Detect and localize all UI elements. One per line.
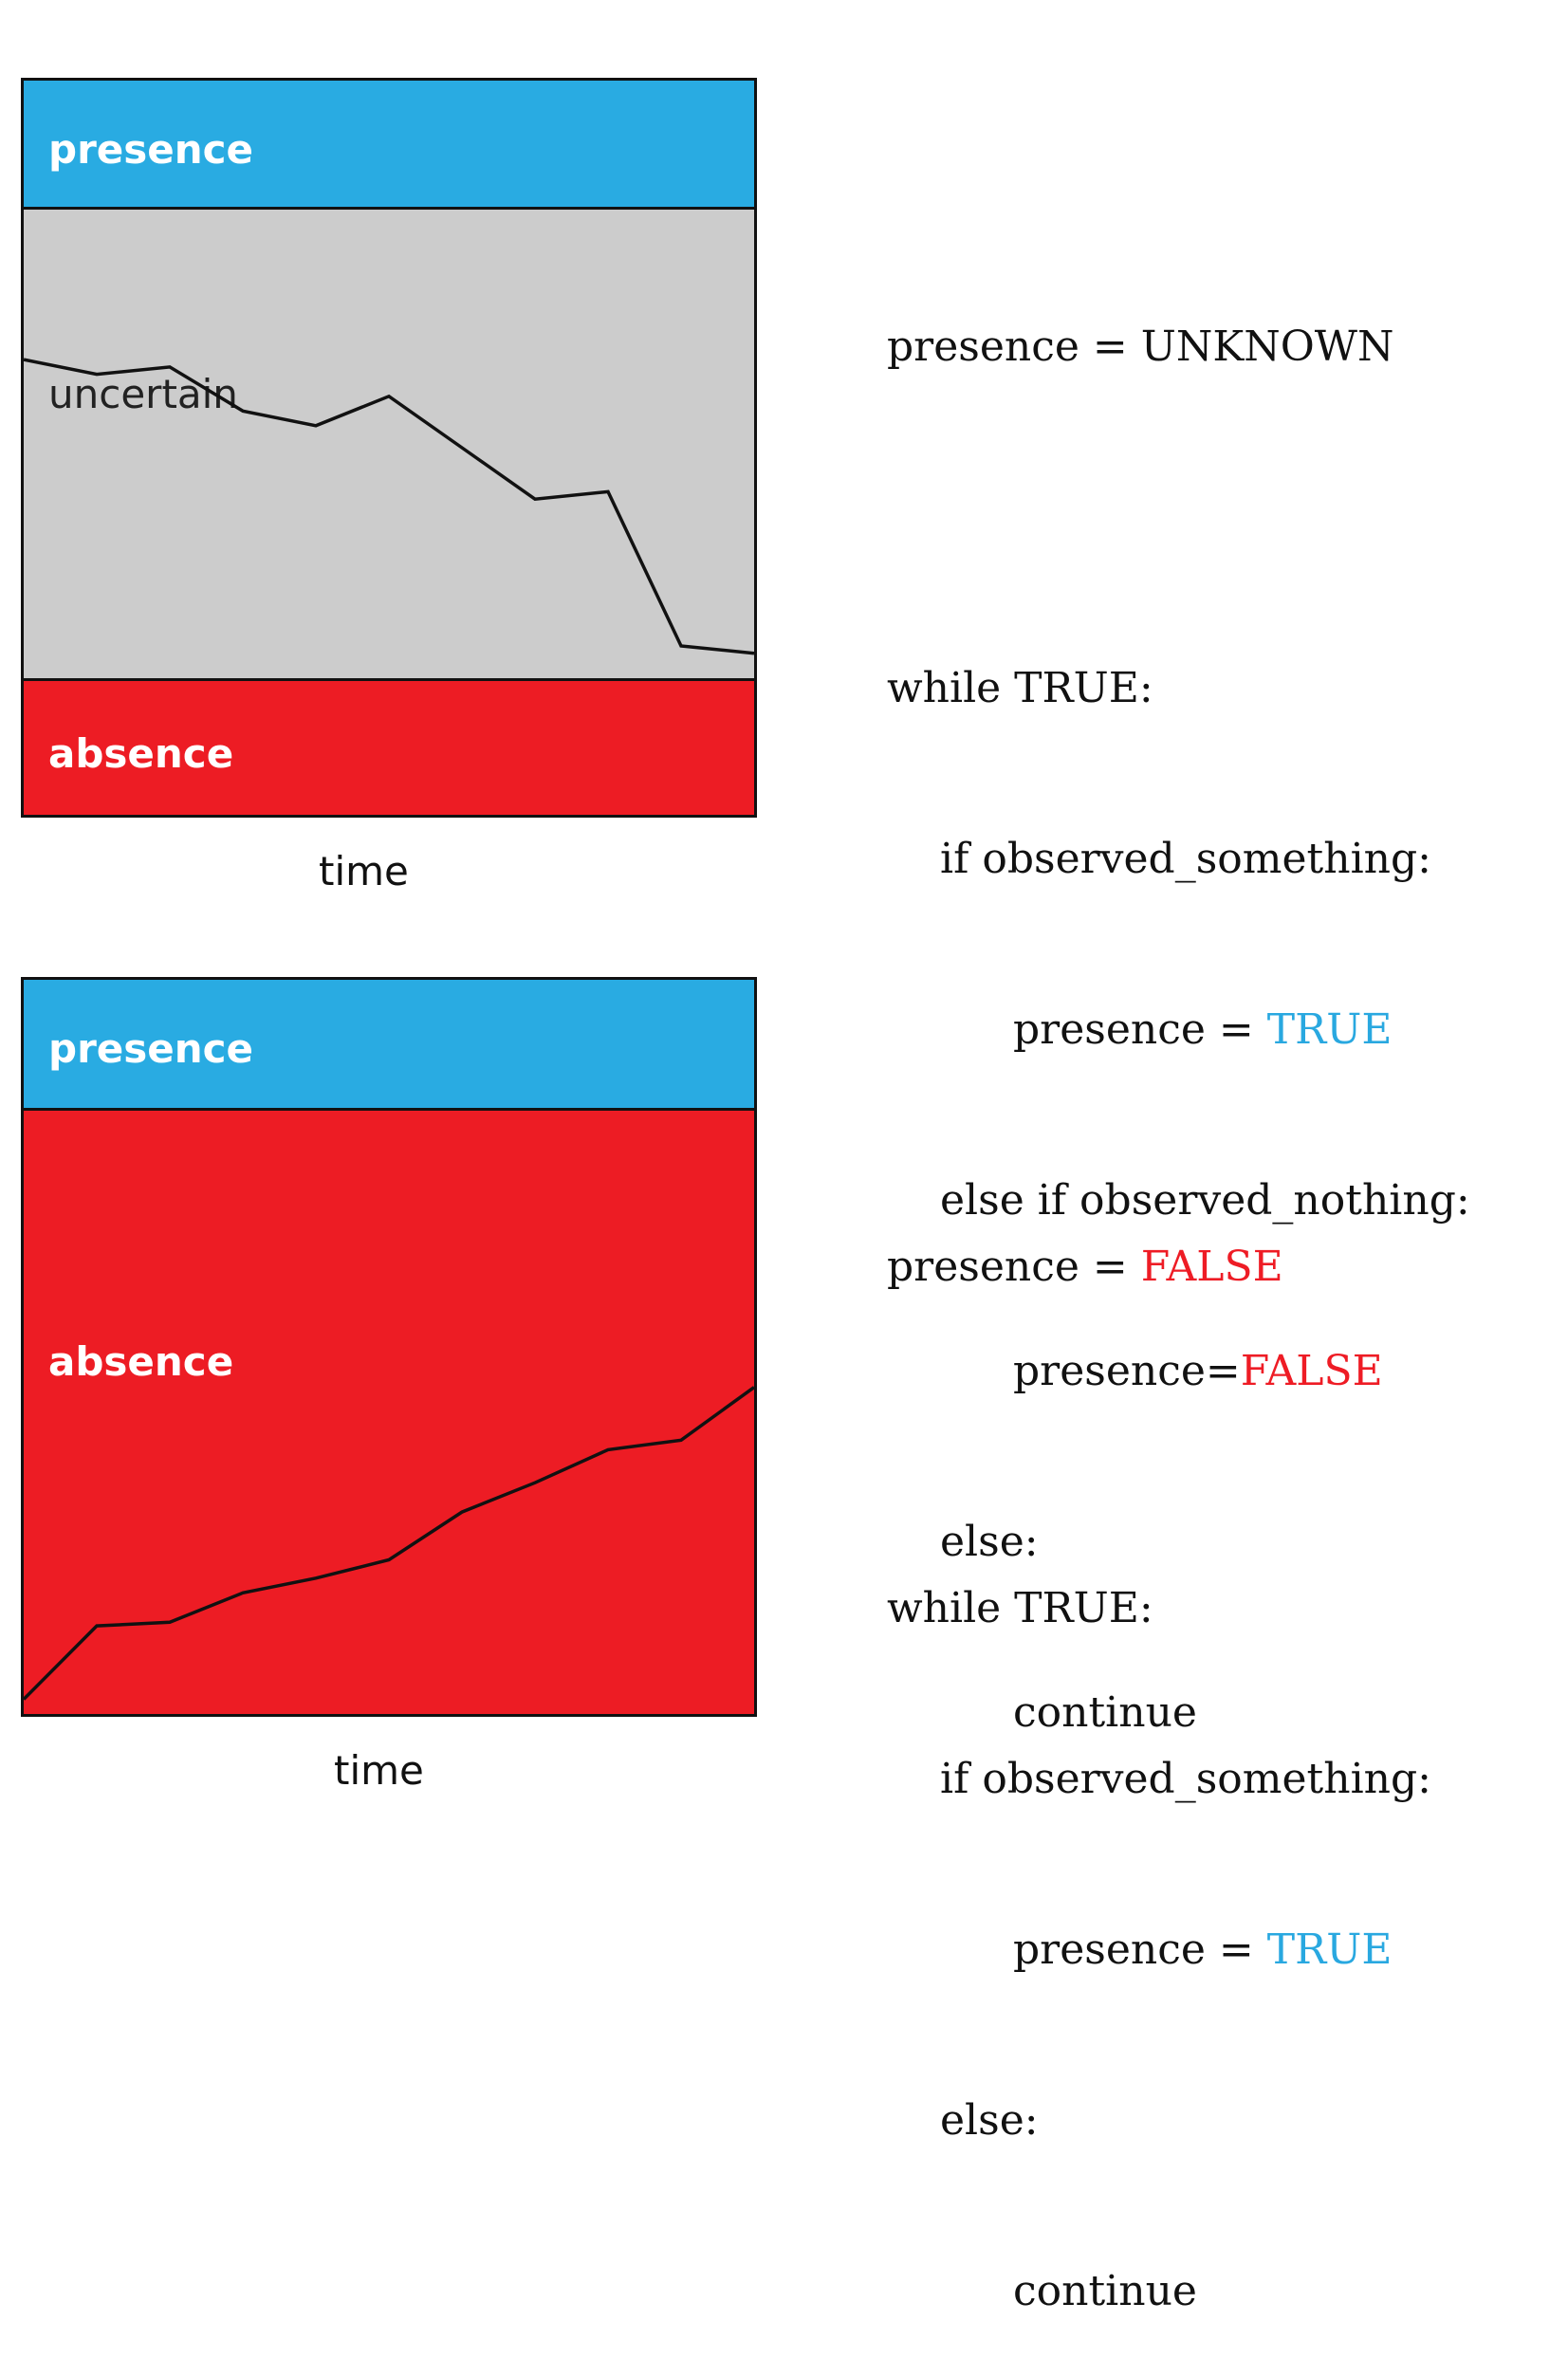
code-line: while TRUE:: [887, 664, 1153, 712]
code-var: presence: [887, 322, 1079, 371]
trend-line: [24, 358, 754, 655]
code-eq: =: [1205, 1347, 1241, 1395]
code-var: presence: [1013, 1926, 1206, 1974]
trend-line: [24, 1386, 754, 1701]
code-line: while TRUE:: [887, 1584, 1153, 1632]
code-value-false: FALSE: [1240, 1347, 1383, 1395]
code-line: if observed_something:: [940, 835, 1431, 883]
code-value-false: FALSE: [1140, 1243, 1283, 1291]
code-value-true: TRUE: [1266, 1926, 1393, 1974]
time-axis-label: time: [334, 1747, 424, 1794]
absence-band: absence: [24, 1111, 754, 1714]
absence-band: absence: [24, 678, 754, 815]
code-line: if observed_something:: [940, 1755, 1431, 1803]
code-line: else:: [940, 1518, 1039, 1566]
code-var: presence: [1013, 1005, 1206, 1054]
code-line: continue: [1013, 2267, 1197, 2315]
presence-band: presence: [24, 980, 754, 1111]
absence-label: absence: [48, 730, 234, 777]
code-line: continue: [1013, 1688, 1197, 1737]
bottom-panel: presence absence: [21, 977, 757, 1717]
top-code-block: presence = UNKNOWN while TRUE: if observ…: [887, 205, 1470, 1798]
trend-line-chart: [24, 1386, 754, 1701]
presence-label: presence: [48, 126, 254, 173]
absence-label: absence: [48, 1338, 234, 1385]
code-eq: =: [1092, 1243, 1128, 1291]
code-eq: =: [1218, 1926, 1254, 1974]
code-value-true: TRUE: [1266, 1005, 1393, 1054]
bottom-code-block: presence = FALSE while TRUE: if observed…: [887, 1125, 1431, 2377]
code-var: presence: [1013, 1347, 1206, 1395]
uncertain-label: uncertain: [48, 371, 238, 417]
trend-line-chart: [24, 358, 754, 655]
uncertain-band: uncertain: [24, 210, 754, 678]
code-var: presence: [887, 1243, 1079, 1291]
code-line: else if observed_nothing:: [940, 1176, 1470, 1225]
presence-band: presence: [24, 81, 754, 210]
code-eq: =: [1092, 322, 1128, 371]
time-axis-label: time: [319, 848, 409, 894]
code-value: UNKNOWN: [1140, 322, 1394, 371]
code-eq: =: [1218, 1005, 1254, 1054]
code-line: else:: [940, 2096, 1039, 2145]
presence-label: presence: [48, 1025, 254, 1072]
top-panel: presence uncertain absence: [21, 78, 757, 818]
